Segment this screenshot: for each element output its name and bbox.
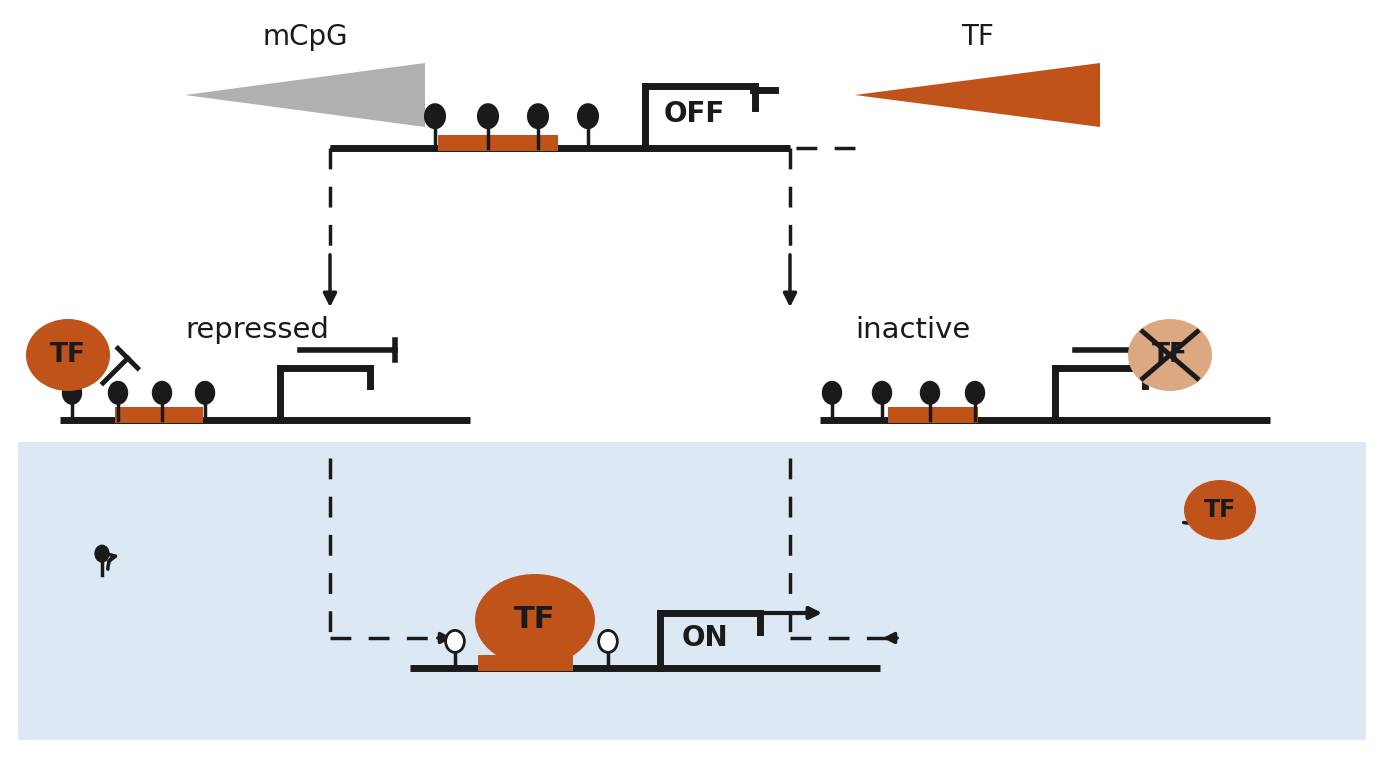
Ellipse shape <box>527 103 549 129</box>
Text: inactive: inactive <box>855 316 970 344</box>
Text: TF: TF <box>1151 342 1187 368</box>
Polygon shape <box>185 63 425 127</box>
Ellipse shape <box>195 381 215 404</box>
Text: OFF: OFF <box>664 100 725 128</box>
Text: TF: TF <box>1204 498 1236 522</box>
Ellipse shape <box>822 381 843 404</box>
Ellipse shape <box>94 545 109 562</box>
Ellipse shape <box>599 630 617 653</box>
Text: repressed: repressed <box>185 316 329 344</box>
Bar <box>18 442 1366 740</box>
Text: ON: ON <box>682 624 728 652</box>
Ellipse shape <box>26 319 109 391</box>
Bar <box>115 407 203 423</box>
Ellipse shape <box>62 381 82 404</box>
Ellipse shape <box>424 103 446 129</box>
Ellipse shape <box>872 381 893 404</box>
Text: TF: TF <box>50 342 86 368</box>
Bar <box>437 135 558 151</box>
Ellipse shape <box>920 381 940 404</box>
Polygon shape <box>855 63 1100 127</box>
Ellipse shape <box>1128 319 1212 391</box>
Ellipse shape <box>1183 480 1257 540</box>
Ellipse shape <box>108 381 129 404</box>
Text: TF: TF <box>960 23 994 51</box>
Bar <box>477 655 573 671</box>
Text: mCpG: mCpG <box>262 23 347 51</box>
Ellipse shape <box>577 103 599 129</box>
Ellipse shape <box>152 381 172 404</box>
Ellipse shape <box>477 103 500 129</box>
Text: TF: TF <box>515 605 556 634</box>
Ellipse shape <box>446 630 465 653</box>
Bar <box>889 407 978 423</box>
Ellipse shape <box>965 381 985 404</box>
Ellipse shape <box>475 574 595 666</box>
